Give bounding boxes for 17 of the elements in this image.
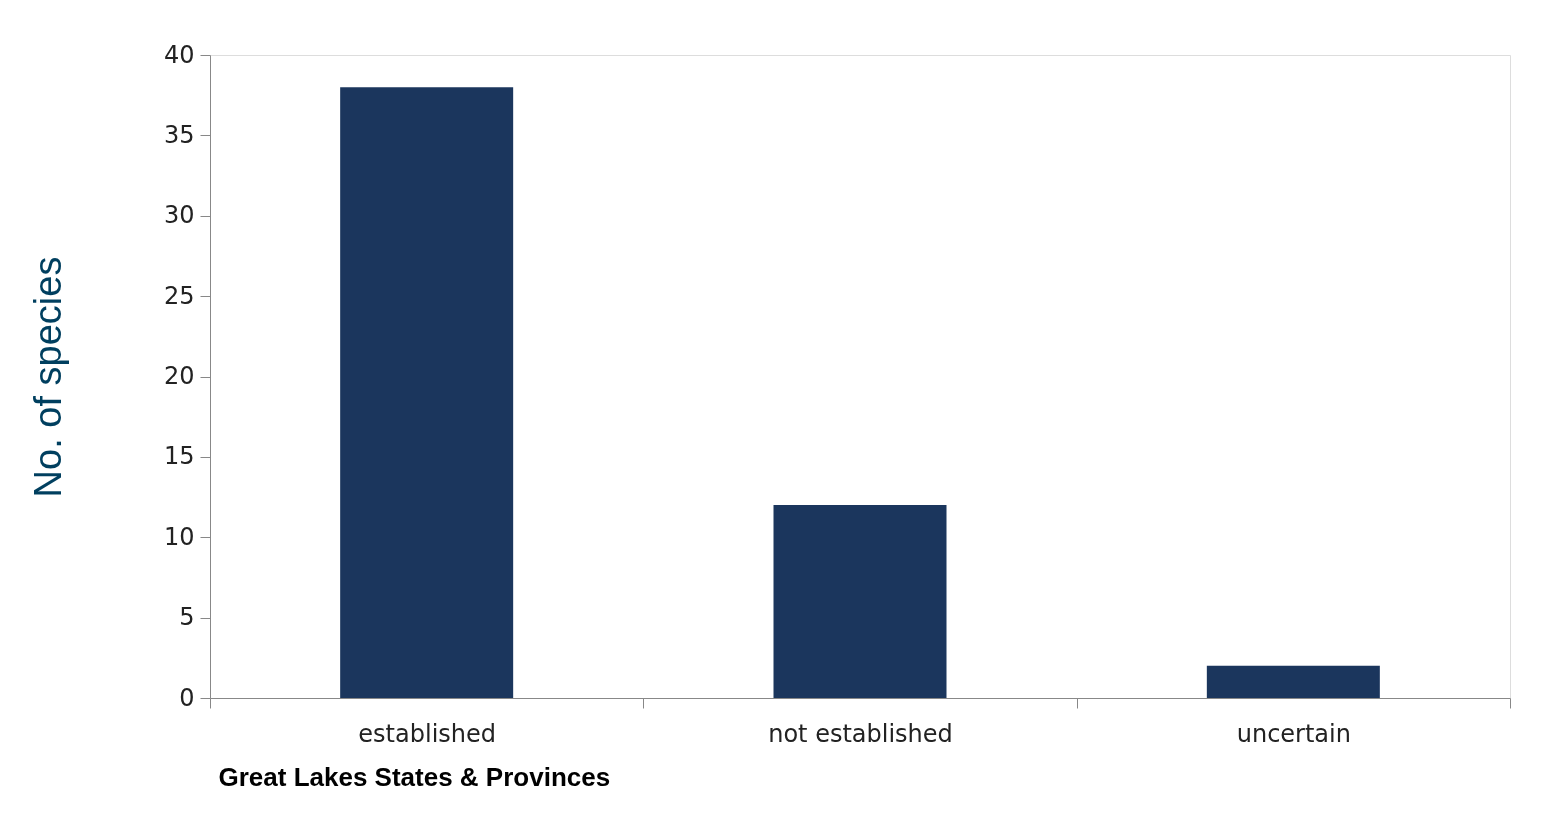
bar [1206,665,1380,698]
y-tick-label: 35 [163,120,195,149]
y-tick-label: 40 [163,40,195,69]
bar [340,87,514,698]
y-axis-title: No. of species [26,256,69,498]
x-tick-label: not established [768,719,953,748]
y-tick-label: 10 [163,522,195,551]
y-tick-label: 30 [163,201,195,230]
x-axis-title: Great Lakes States & Provinces [218,761,611,792]
bar [773,505,947,698]
y-tick-label: 25 [163,281,195,310]
y-tick-label: 0 [179,683,195,712]
x-tick-label: established [358,719,496,748]
x-tick-label: uncertain [1236,719,1351,748]
y-tick-label: 20 [163,362,195,390]
y-tick-label: 15 [163,442,195,471]
y-tick-label: 5 [179,603,195,632]
